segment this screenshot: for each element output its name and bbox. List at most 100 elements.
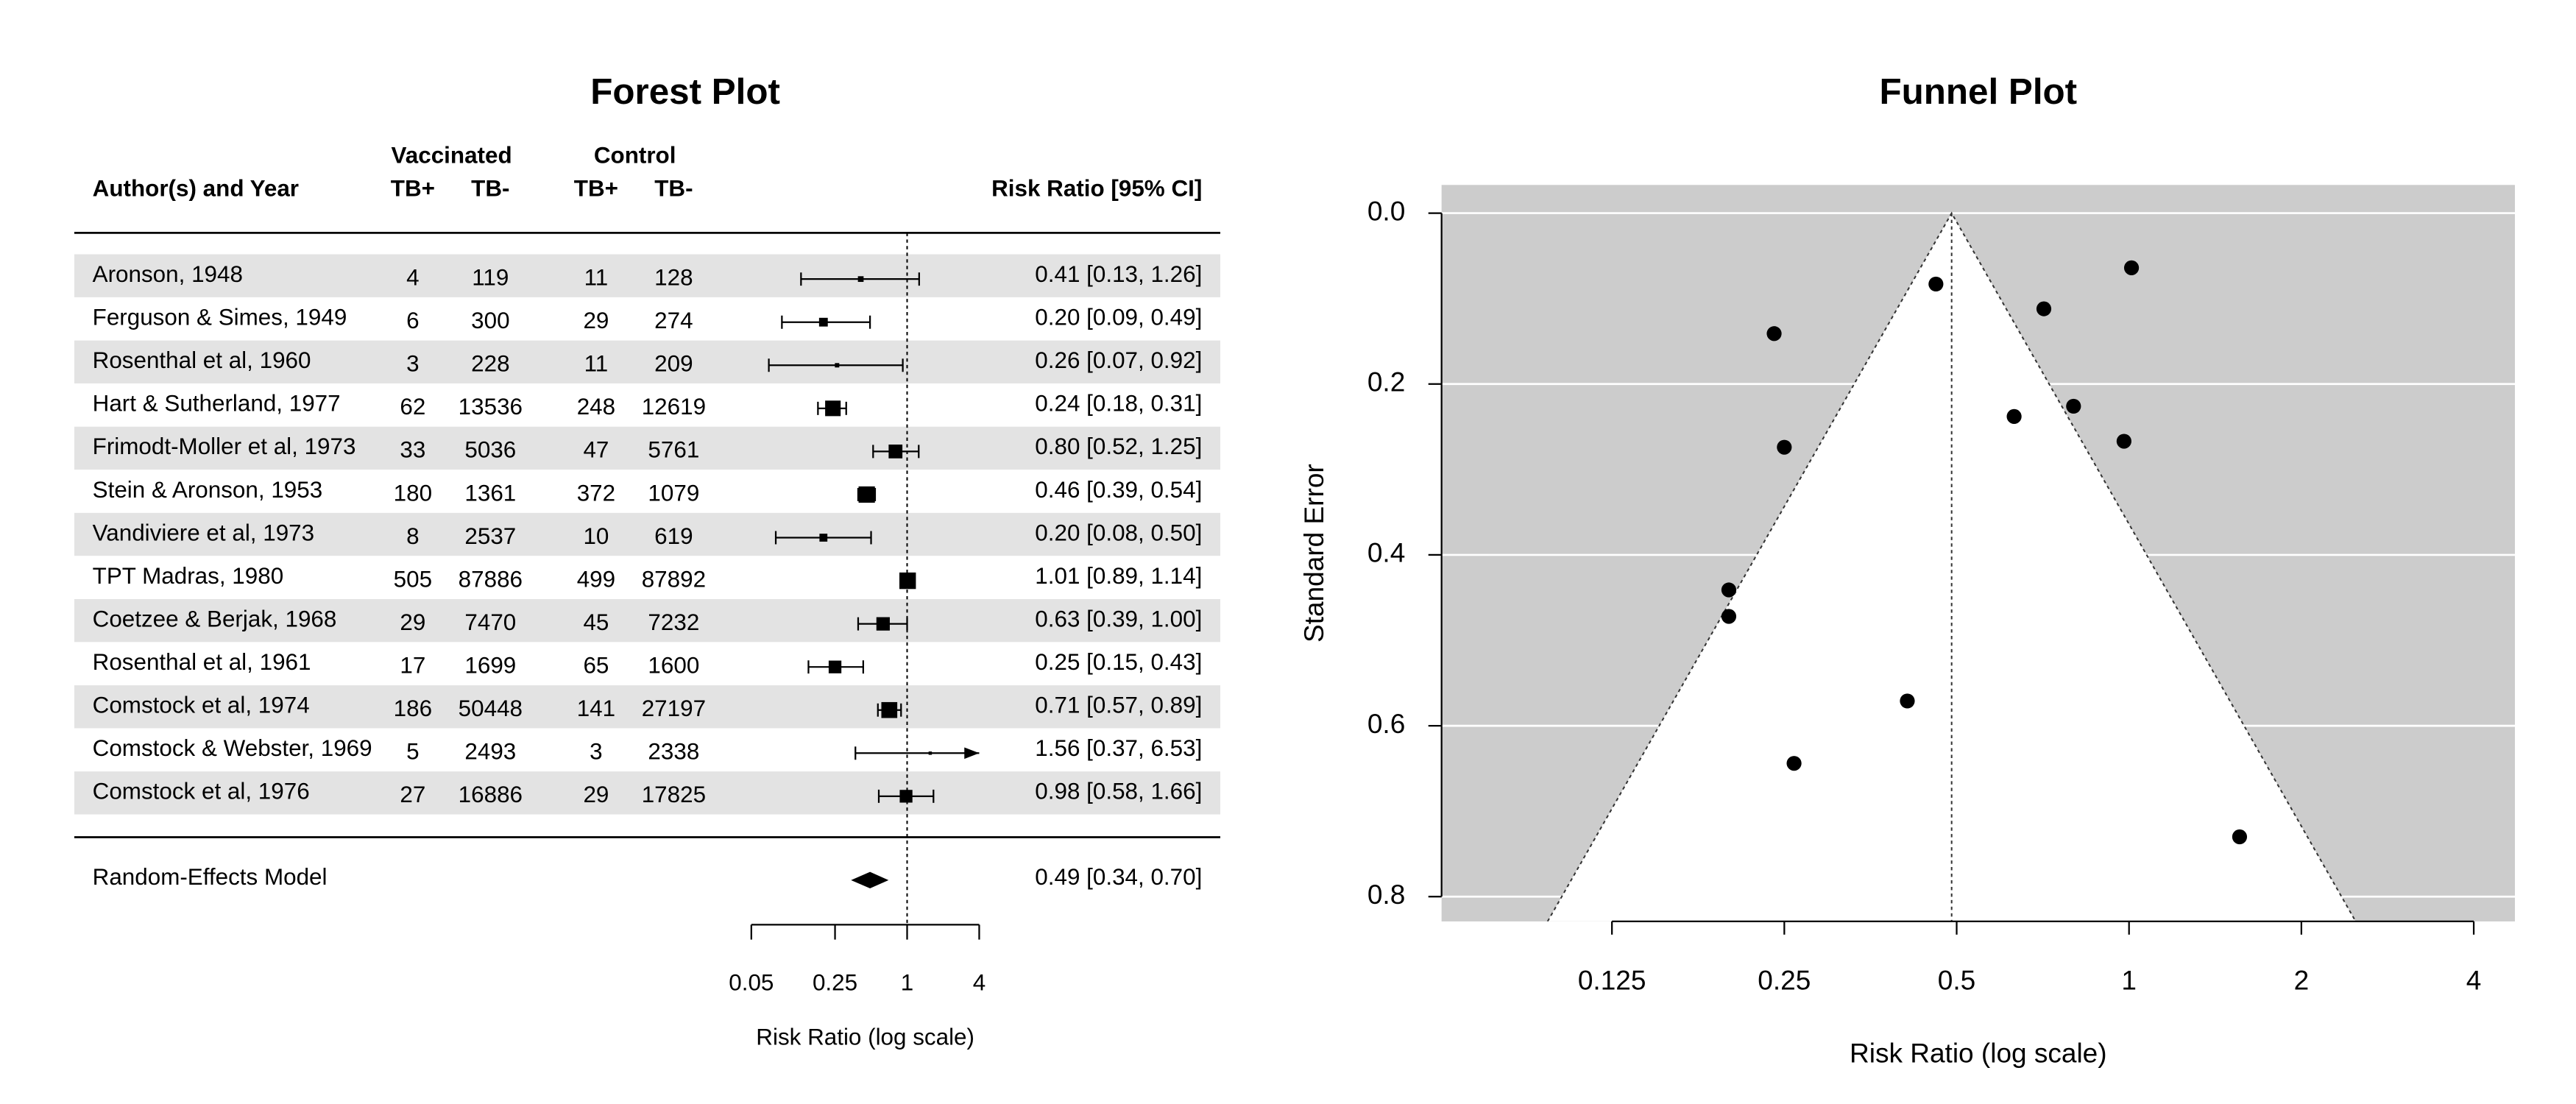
ci-label: 0.20 [0.09, 0.49] xyxy=(1035,305,1202,330)
x-tick-label: 4 xyxy=(973,969,986,995)
count: 10 xyxy=(583,523,609,549)
study-point xyxy=(2036,301,2052,316)
ci-label: 0.46 [0.39, 0.54] xyxy=(1035,477,1202,503)
ci-label: 0.63 [0.39, 1.00] xyxy=(1035,606,1202,631)
count: 505 xyxy=(394,566,432,592)
ci-label: 0.25 [0.15, 0.43] xyxy=(1035,649,1202,675)
group-header: Vaccinated xyxy=(392,142,512,168)
count: 29 xyxy=(583,308,609,333)
count: 119 xyxy=(472,264,509,290)
summary-name: Random-Effects Model xyxy=(93,864,328,890)
y-tick-label: 0.8 xyxy=(1367,879,1405,910)
study-point xyxy=(1766,326,1782,342)
point-estimate xyxy=(928,751,933,755)
study-point xyxy=(1721,582,1737,598)
count: 27 xyxy=(400,782,425,807)
study-name: Comstock & Webster, 1969 xyxy=(93,735,372,761)
study-point xyxy=(2006,408,2022,424)
study-name: TPT Madras, 1980 xyxy=(93,563,284,589)
count: 2338 xyxy=(648,739,699,765)
study-point xyxy=(1900,693,1915,709)
count: 300 xyxy=(471,308,509,333)
summary-diamond xyxy=(851,871,889,889)
x-tick-label: 0.125 xyxy=(1578,965,1646,996)
summary-label: 0.49 [0.34, 0.70] xyxy=(1035,864,1202,890)
count: 29 xyxy=(400,609,425,635)
x-tick-label: 0.5 xyxy=(1938,965,1975,996)
arrow xyxy=(964,747,980,760)
count: 209 xyxy=(654,351,693,377)
column-header: Author(s) and Year xyxy=(93,175,299,201)
x-axis-label: Risk Ratio (log scale) xyxy=(756,1025,974,1050)
count: 2493 xyxy=(464,739,516,765)
x-tick-label: 0.05 xyxy=(729,969,774,995)
count: 141 xyxy=(577,696,615,721)
funnel-plot: Funnel Plot 0.0 0.2 0.4 0.6 0.8 0.125 0.25 0.5 1 2… xyxy=(1298,71,2515,1068)
ci-label: 1.56 [0.37, 6.53] xyxy=(1035,735,1202,761)
count: 499 xyxy=(577,566,615,592)
y-tick-label: 0.6 xyxy=(1367,708,1405,739)
point-estimate xyxy=(899,572,916,590)
count: 27197 xyxy=(642,696,706,721)
count: 2537 xyxy=(464,523,516,549)
point-estimate xyxy=(857,276,864,283)
count: 33 xyxy=(400,437,425,463)
count: 7470 xyxy=(464,609,516,635)
study-point xyxy=(1786,756,1802,771)
study-point xyxy=(1928,276,1944,292)
ci-label: 0.98 [0.58, 1.66] xyxy=(1035,779,1202,804)
y-tick-label: 0.2 xyxy=(1367,367,1405,397)
study-name: Aronson, 1948 xyxy=(93,261,243,287)
count: 47 xyxy=(583,437,609,463)
study-name: Frimodt-Moller et al, 1973 xyxy=(93,434,356,459)
point-estimate xyxy=(858,486,875,503)
count: 1699 xyxy=(464,652,516,678)
study-name: Rosenthal et al, 1960 xyxy=(93,347,311,373)
study-point xyxy=(2123,260,2140,275)
study-name: Coetzee & Berjak, 1968 xyxy=(93,606,337,631)
funnel-region xyxy=(1547,213,2356,921)
point-estimate xyxy=(819,534,828,542)
column-header: Risk Ratio [95% CI] xyxy=(991,175,1202,201)
row-band xyxy=(74,426,1221,470)
ci-label: 0.80 [0.52, 1.25] xyxy=(1035,434,1202,459)
point-estimate xyxy=(835,363,840,368)
count: 87892 xyxy=(642,566,706,592)
count: 1079 xyxy=(648,480,699,506)
count: 1600 xyxy=(648,652,699,678)
count: 128 xyxy=(654,264,693,290)
count: 17 xyxy=(400,652,425,678)
count: 619 xyxy=(654,523,693,549)
count: 3 xyxy=(590,739,602,765)
row-band xyxy=(74,254,1221,297)
count: 29 xyxy=(583,782,609,807)
count: 372 xyxy=(577,480,615,506)
count: 1361 xyxy=(464,480,516,506)
count: 87886 xyxy=(459,566,523,592)
study-name: Comstock et al, 1976 xyxy=(93,779,310,804)
x-tick-label: 4 xyxy=(2466,965,2482,996)
forest-plot: Forest Plot Author(s) and Year Risk Ratio … xyxy=(74,71,1221,1050)
ci-label: 0.24 [0.18, 0.31] xyxy=(1035,391,1202,417)
study-name: Hart & Sutherland, 1977 xyxy=(93,391,341,417)
x-tick-label: 2 xyxy=(2294,965,2310,996)
count: 180 xyxy=(394,480,432,506)
group-header: Control xyxy=(594,142,676,168)
count: 3 xyxy=(406,351,419,377)
count: 62 xyxy=(400,394,425,420)
study-point xyxy=(2066,398,2081,414)
study-name: Stein & Aronson, 1953 xyxy=(93,477,323,503)
ci-label: 0.26 [0.07, 0.92] xyxy=(1035,347,1202,373)
column-header: TB+ xyxy=(574,175,618,201)
count: 6 xyxy=(406,308,419,333)
count: 5 xyxy=(406,739,419,765)
study-name: Comstock et al, 1974 xyxy=(93,693,310,718)
count: 228 xyxy=(471,351,509,377)
count: 50448 xyxy=(459,696,523,721)
chart-title: Forest Plot xyxy=(590,71,780,112)
point-estimate xyxy=(818,317,828,327)
count: 13536 xyxy=(459,394,523,420)
column-header: TB- xyxy=(471,175,509,201)
